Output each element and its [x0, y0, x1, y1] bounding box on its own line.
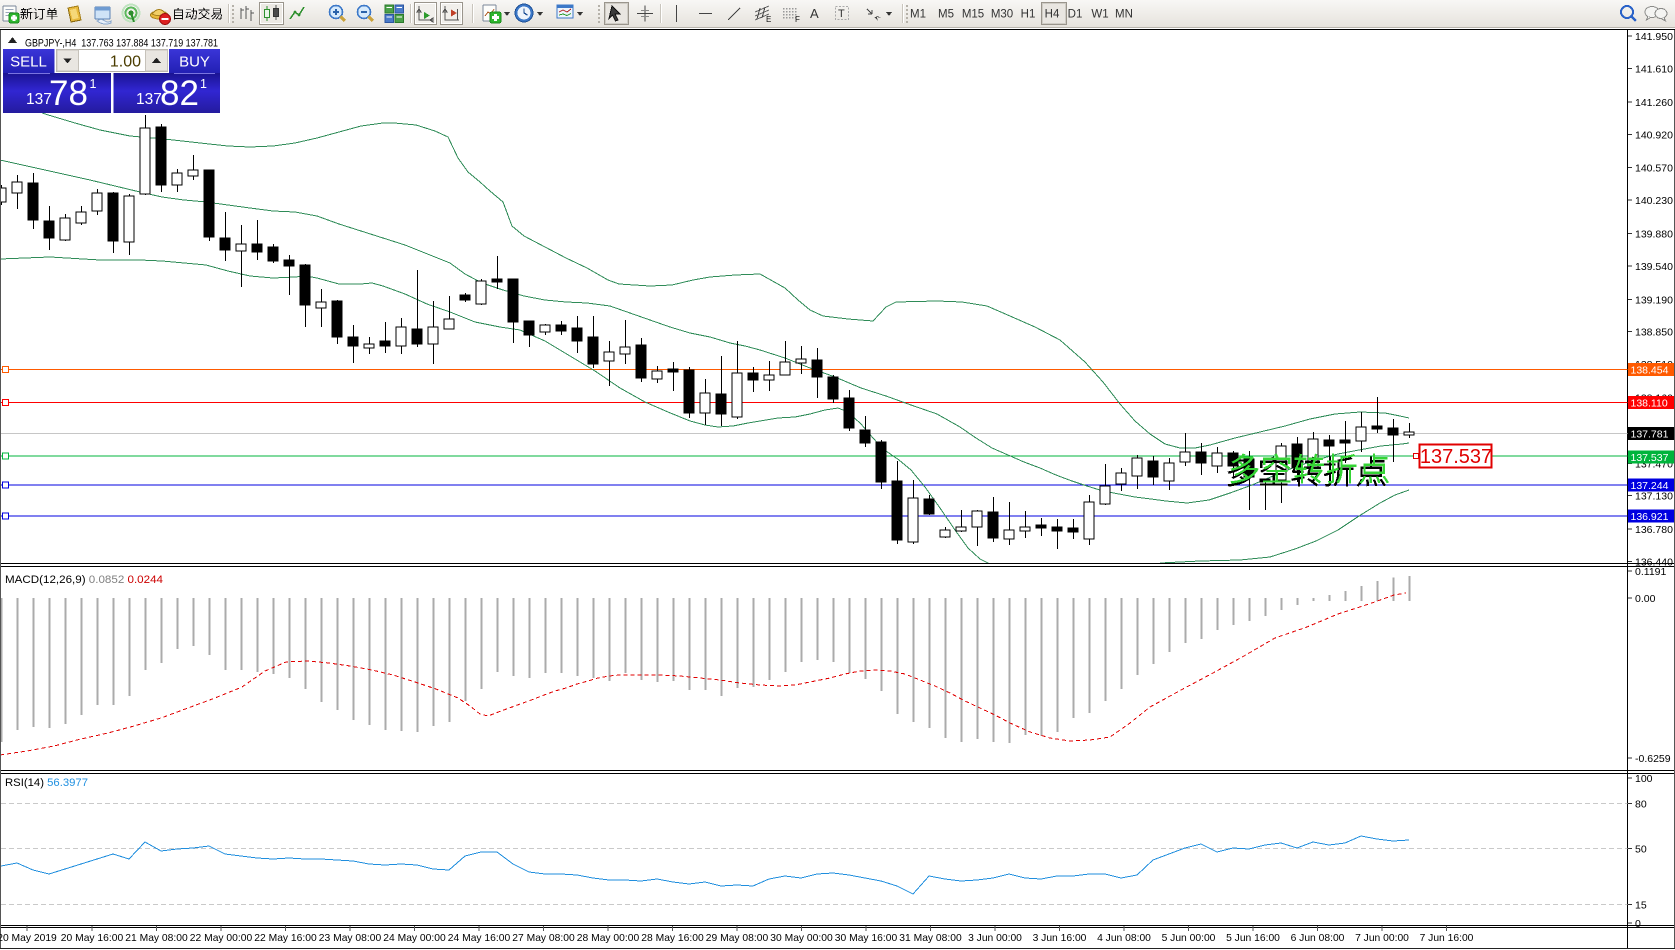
svg-text:M30: M30 [991, 9, 1013, 21]
svg-text:0.00: 0.00 [1635, 593, 1656, 605]
svg-text:140.920: 140.920 [1635, 129, 1673, 141]
svg-text:141.950: 141.950 [1635, 31, 1673, 43]
svg-text:139.190: 139.190 [1635, 294, 1673, 306]
svg-text:137: 137 [136, 91, 162, 108]
svg-text:140.230: 140.230 [1635, 195, 1673, 207]
svg-text:W1: W1 [1091, 9, 1108, 21]
svg-text:24 May 00:00: 24 May 00:00 [383, 933, 446, 944]
svg-text:138.850: 138.850 [1635, 327, 1673, 339]
svg-text:E: E [766, 15, 771, 24]
svg-text:30 May 00:00: 30 May 00:00 [770, 933, 833, 944]
svg-text:0: 0 [1635, 918, 1641, 930]
svg-text:138.110: 138.110 [1631, 397, 1668, 409]
svg-text:138.454: 138.454 [1631, 365, 1669, 377]
svg-text:3 Jun 16:00: 3 Jun 16:00 [1033, 933, 1087, 944]
svg-text:137.537: 137.537 [1631, 452, 1669, 464]
svg-text:23 May 08:00: 23 May 08:00 [319, 933, 382, 944]
svg-text:82: 82 [160, 74, 199, 113]
svg-text:0.1191: 0.1191 [1635, 566, 1666, 578]
svg-text:139.540: 139.540 [1635, 261, 1673, 273]
svg-text:78: 78 [49, 74, 88, 113]
svg-text:139.880: 139.880 [1635, 229, 1673, 241]
svg-text:4 Jun 08:00: 4 Jun 08:00 [1097, 933, 1151, 944]
svg-text:-0.6259: -0.6259 [1635, 753, 1671, 765]
svg-text:141.610: 141.610 [1635, 63, 1673, 75]
svg-text:7 Jun 00:00: 7 Jun 00:00 [1355, 933, 1409, 944]
svg-text:5 Jun 00:00: 5 Jun 00:00 [1162, 933, 1216, 944]
svg-text:28 May 16:00: 28 May 16:00 [641, 933, 704, 944]
svg-text:100: 100 [1635, 773, 1653, 785]
svg-text:3 Jun 00:00: 3 Jun 00:00 [968, 933, 1022, 944]
svg-text:D1: D1 [1068, 9, 1083, 21]
svg-text:MACD(12,26,9) 0.0852 0.0244: MACD(12,26,9) 0.0852 0.0244 [5, 574, 163, 586]
svg-text:30 May 16:00: 30 May 16:00 [835, 933, 898, 944]
svg-text:BUY: BUY [179, 54, 210, 71]
svg-text:1: 1 [200, 77, 207, 91]
svg-text:136.921: 136.921 [1631, 511, 1669, 523]
svg-text:7 Jun 16:00: 7 Jun 16:00 [1420, 933, 1474, 944]
svg-text:GBPJPY-,H4 137.763 137.884 13: GBPJPY-,H4 137.763 137.884 137.719 137.7… [25, 38, 218, 50]
svg-text:20 May 2019: 20 May 2019 [0, 933, 57, 944]
svg-text:1: 1 [90, 77, 97, 91]
svg-text:SELL: SELL [10, 54, 47, 71]
svg-text:21 May 08:00: 21 May 08:00 [125, 933, 188, 944]
svg-text:5 Jun 16:00: 5 Jun 16:00 [1226, 933, 1280, 944]
svg-text:15: 15 [1635, 899, 1647, 911]
svg-text:80: 80 [1635, 799, 1647, 811]
svg-text:140.570: 140.570 [1635, 163, 1673, 175]
svg-text:1.00: 1.00 [110, 54, 141, 71]
svg-text:136.780: 136.780 [1635, 524, 1673, 536]
svg-text:137.130: 137.130 [1635, 491, 1673, 503]
svg-text:27 May 08:00: 27 May 08:00 [512, 933, 575, 944]
svg-text:136.440: 136.440 [1635, 557, 1673, 569]
svg-text:137.781: 137.781 [1631, 429, 1669, 441]
svg-text:29 May 08:00: 29 May 08:00 [706, 933, 769, 944]
svg-text:M15: M15 [962, 9, 984, 21]
svg-text:M1: M1 [910, 9, 926, 21]
svg-text:F: F [795, 15, 800, 24]
svg-text:141.260: 141.260 [1635, 97, 1673, 109]
svg-text:50: 50 [1635, 844, 1647, 856]
svg-text:RSI(14) 56.3977: RSI(14) 56.3977 [5, 777, 88, 789]
svg-text:H1: H1 [1021, 9, 1036, 21]
svg-text:A: A [810, 6, 819, 21]
svg-text:31 May 08:00: 31 May 08:00 [899, 933, 962, 944]
svg-text:6 Jun 08:00: 6 Jun 08:00 [1291, 933, 1345, 944]
svg-text:24 May 16:00: 24 May 16:00 [448, 933, 511, 944]
svg-text:137: 137 [26, 91, 52, 108]
svg-text:28 May 00:00: 28 May 00:00 [577, 933, 640, 944]
svg-text:T: T [838, 8, 845, 20]
svg-text:137.244: 137.244 [1631, 480, 1669, 492]
svg-text:MN: MN [1115, 9, 1133, 21]
svg-text:H4: H4 [1045, 9, 1060, 21]
svg-text:20 May 16:00: 20 May 16:00 [61, 933, 124, 944]
svg-text:22 May 00:00: 22 May 00:00 [190, 933, 253, 944]
svg-text:22 May 16:00: 22 May 16:00 [254, 933, 317, 944]
svg-text:M5: M5 [938, 9, 954, 21]
svg-text:137.537: 137.537 [1420, 446, 1492, 468]
